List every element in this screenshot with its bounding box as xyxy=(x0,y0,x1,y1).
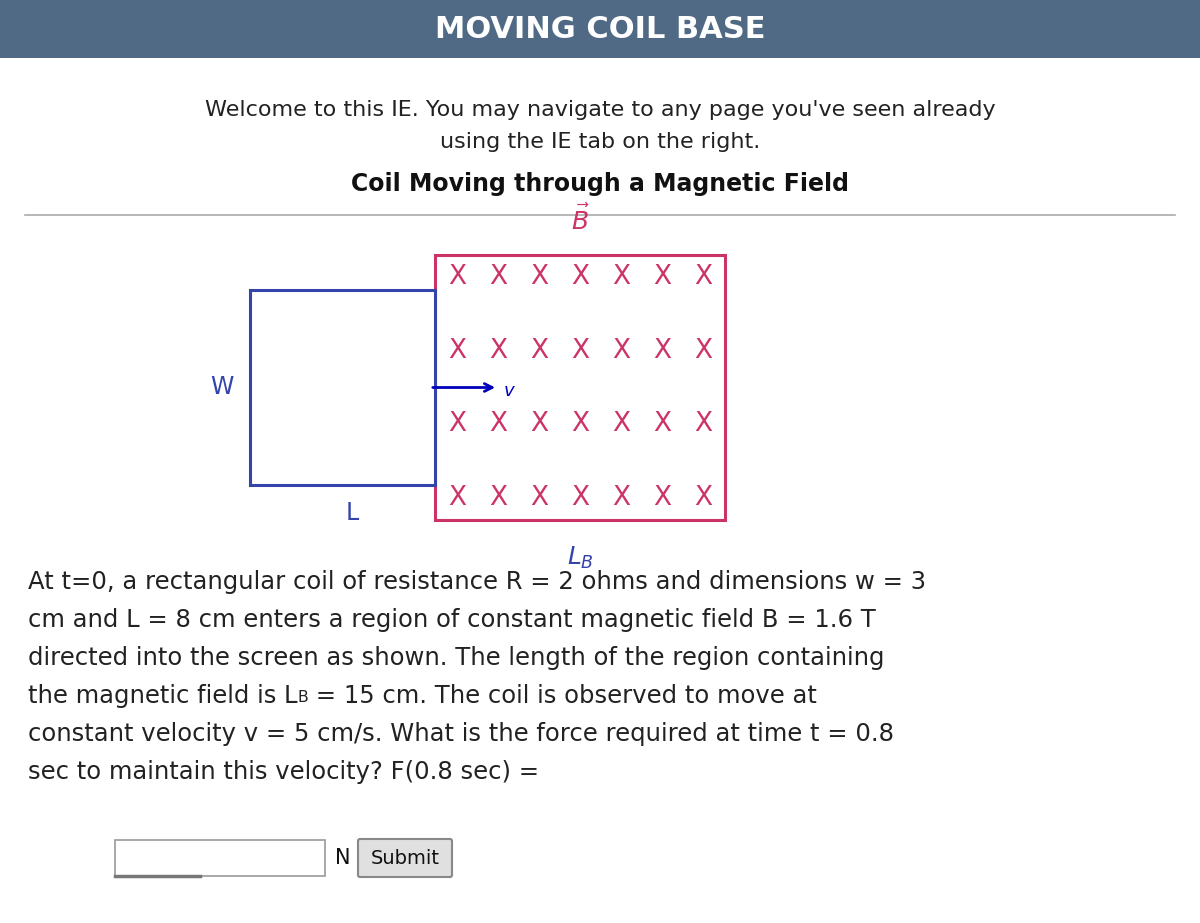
Text: X: X xyxy=(488,338,508,364)
Text: X: X xyxy=(448,485,466,511)
Text: MOVING COIL BASE: MOVING COIL BASE xyxy=(434,15,766,43)
Text: At t=0, a rectangular coil of resistance R = 2 ohms and dimensions w = 3: At t=0, a rectangular coil of resistance… xyxy=(28,570,926,594)
Text: = 15 cm. The coil is observed to move at: = 15 cm. The coil is observed to move at xyxy=(308,684,817,708)
Bar xyxy=(0,0,1200,58)
Text: X: X xyxy=(653,338,671,364)
Text: N: N xyxy=(335,848,350,868)
Text: v: v xyxy=(504,382,515,401)
Text: directed into the screen as shown. The length of the region containing: directed into the screen as shown. The l… xyxy=(28,646,884,670)
Text: X: X xyxy=(530,412,548,438)
Text: L: L xyxy=(284,684,298,708)
Bar xyxy=(436,255,725,520)
Text: B: B xyxy=(298,690,308,705)
Text: X: X xyxy=(571,485,589,511)
Text: X: X xyxy=(612,338,630,364)
Text: Submit: Submit xyxy=(371,849,439,869)
Text: cm and L = 8 cm enters a region of constant magnetic field B = 1.6 T: cm and L = 8 cm enters a region of const… xyxy=(28,608,876,632)
Text: X: X xyxy=(694,485,712,511)
Text: X: X xyxy=(571,338,589,364)
Text: W: W xyxy=(210,376,234,400)
Text: the magnetic field is: the magnetic field is xyxy=(28,684,284,708)
Text: X: X xyxy=(448,338,466,364)
Text: X: X xyxy=(488,412,508,438)
Text: $\vec{B}$: $\vec{B}$ xyxy=(571,205,589,235)
Text: X: X xyxy=(488,264,508,290)
Text: L: L xyxy=(346,501,359,525)
Text: Welcome to this IE. You may navigate to any page you've seen already: Welcome to this IE. You may navigate to … xyxy=(205,100,995,120)
Text: X: X xyxy=(488,485,508,511)
Text: $L_B$: $L_B$ xyxy=(566,545,594,571)
Text: X: X xyxy=(448,412,466,438)
Text: X: X xyxy=(530,485,548,511)
Text: X: X xyxy=(530,338,548,364)
Text: X: X xyxy=(612,264,630,290)
Text: X: X xyxy=(694,412,712,438)
Text: X: X xyxy=(653,412,671,438)
Text: using the IE tab on the right.: using the IE tab on the right. xyxy=(440,132,760,152)
Text: X: X xyxy=(612,412,630,438)
Bar xyxy=(115,840,325,876)
Text: Coil Moving through a Magnetic Field: Coil Moving through a Magnetic Field xyxy=(352,172,850,196)
Text: constant velocity v = 5 cm/s. What is the force required at time t = 0.8: constant velocity v = 5 cm/s. What is th… xyxy=(28,722,894,746)
Text: X: X xyxy=(530,264,548,290)
FancyBboxPatch shape xyxy=(358,839,452,877)
Text: X: X xyxy=(653,264,671,290)
Text: X: X xyxy=(571,412,589,438)
Text: X: X xyxy=(571,264,589,290)
Text: X: X xyxy=(694,264,712,290)
Text: X: X xyxy=(612,485,630,511)
Text: X: X xyxy=(653,485,671,511)
Text: X: X xyxy=(448,264,466,290)
Text: sec to maintain this velocity? F(0.8 sec) =: sec to maintain this velocity? F(0.8 sec… xyxy=(28,760,539,784)
Bar xyxy=(250,290,436,485)
Text: X: X xyxy=(694,338,712,364)
